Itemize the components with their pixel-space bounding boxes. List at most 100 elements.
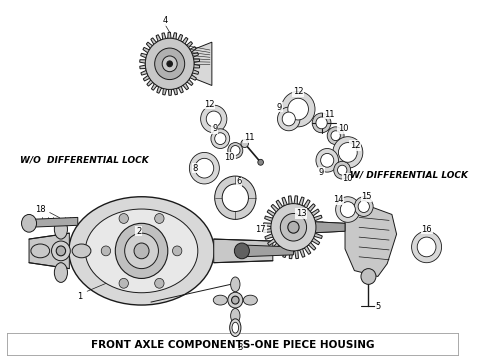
Circle shape <box>215 133 226 145</box>
Circle shape <box>206 111 221 127</box>
Circle shape <box>222 184 248 212</box>
Ellipse shape <box>54 219 68 239</box>
Circle shape <box>56 246 66 256</box>
Text: 1: 1 <box>77 292 82 301</box>
Text: 9: 9 <box>212 124 217 133</box>
Ellipse shape <box>231 309 240 323</box>
Circle shape <box>200 105 227 133</box>
Circle shape <box>231 145 240 156</box>
Polygon shape <box>177 42 212 85</box>
Circle shape <box>358 201 369 212</box>
Ellipse shape <box>213 295 227 305</box>
Text: 6: 6 <box>236 177 242 186</box>
Circle shape <box>316 117 327 129</box>
Text: W/ DIFFERENTIAL LOCK: W/ DIFFERENTIAL LOCK <box>350 171 468 180</box>
Ellipse shape <box>69 197 214 305</box>
Ellipse shape <box>85 209 198 293</box>
Ellipse shape <box>22 215 37 232</box>
Circle shape <box>172 246 182 256</box>
Circle shape <box>354 197 373 216</box>
Polygon shape <box>140 32 199 95</box>
Circle shape <box>333 137 363 168</box>
Polygon shape <box>345 208 396 276</box>
Text: 14: 14 <box>333 195 343 204</box>
Circle shape <box>119 213 128 224</box>
Circle shape <box>327 127 344 145</box>
Circle shape <box>167 61 172 67</box>
Polygon shape <box>214 239 273 263</box>
Ellipse shape <box>54 263 68 282</box>
Text: 10: 10 <box>338 124 348 133</box>
Polygon shape <box>307 221 345 233</box>
Ellipse shape <box>232 322 239 333</box>
Circle shape <box>271 204 316 251</box>
Text: 5: 5 <box>375 302 380 311</box>
Text: 12: 12 <box>293 87 303 96</box>
Circle shape <box>155 213 164 224</box>
Circle shape <box>228 143 243 158</box>
Text: 12: 12 <box>350 141 361 150</box>
Text: 2: 2 <box>136 227 141 236</box>
Circle shape <box>241 140 248 148</box>
Circle shape <box>331 131 341 141</box>
Circle shape <box>211 129 230 148</box>
Ellipse shape <box>31 244 49 258</box>
Circle shape <box>288 98 308 120</box>
Polygon shape <box>242 245 294 257</box>
Circle shape <box>320 153 334 167</box>
Polygon shape <box>29 233 70 269</box>
Text: 3: 3 <box>237 343 243 352</box>
Circle shape <box>341 202 355 217</box>
Text: 16: 16 <box>421 225 432 234</box>
Circle shape <box>101 246 111 256</box>
Circle shape <box>316 148 339 172</box>
Ellipse shape <box>243 295 257 305</box>
Text: W/O  DIFFERENTIAL LOCK: W/O DIFFERENTIAL LOCK <box>20 156 148 165</box>
Circle shape <box>162 56 177 72</box>
Circle shape <box>282 112 295 126</box>
Circle shape <box>312 113 331 133</box>
Text: 11: 11 <box>244 133 255 142</box>
Circle shape <box>232 296 239 304</box>
Circle shape <box>215 176 256 219</box>
Circle shape <box>195 158 214 178</box>
Circle shape <box>336 197 360 222</box>
Ellipse shape <box>231 277 240 292</box>
Circle shape <box>361 269 376 284</box>
Circle shape <box>124 233 158 269</box>
Circle shape <box>51 241 70 261</box>
Circle shape <box>334 161 351 179</box>
Circle shape <box>115 223 168 278</box>
Polygon shape <box>29 217 78 227</box>
Circle shape <box>417 237 436 257</box>
Polygon shape <box>264 196 323 259</box>
Text: 12: 12 <box>204 100 214 109</box>
Circle shape <box>288 221 299 233</box>
Circle shape <box>155 48 185 80</box>
Circle shape <box>189 152 220 184</box>
Circle shape <box>281 91 315 127</box>
Ellipse shape <box>230 319 241 337</box>
Text: 17: 17 <box>255 225 266 234</box>
Text: 10: 10 <box>224 153 235 162</box>
Circle shape <box>228 292 243 308</box>
Text: 4: 4 <box>162 16 168 25</box>
Text: 13: 13 <box>295 209 306 218</box>
Circle shape <box>339 143 357 162</box>
Text: FRONT AXLE COMPONENTS-ONE PIECE HOUSING: FRONT AXLE COMPONENTS-ONE PIECE HOUSING <box>91 341 374 350</box>
Circle shape <box>338 165 347 175</box>
Circle shape <box>119 278 128 288</box>
Text: 9: 9 <box>277 103 282 112</box>
Circle shape <box>277 107 300 131</box>
Text: 11: 11 <box>324 109 334 118</box>
Circle shape <box>412 231 441 263</box>
Circle shape <box>280 213 307 241</box>
Text: 9: 9 <box>319 168 324 177</box>
Text: 8: 8 <box>192 164 197 173</box>
Circle shape <box>155 278 164 288</box>
Circle shape <box>134 243 149 259</box>
Circle shape <box>234 243 249 259</box>
Circle shape <box>146 38 194 89</box>
Text: 10: 10 <box>343 174 353 183</box>
Text: 15: 15 <box>361 192 372 201</box>
